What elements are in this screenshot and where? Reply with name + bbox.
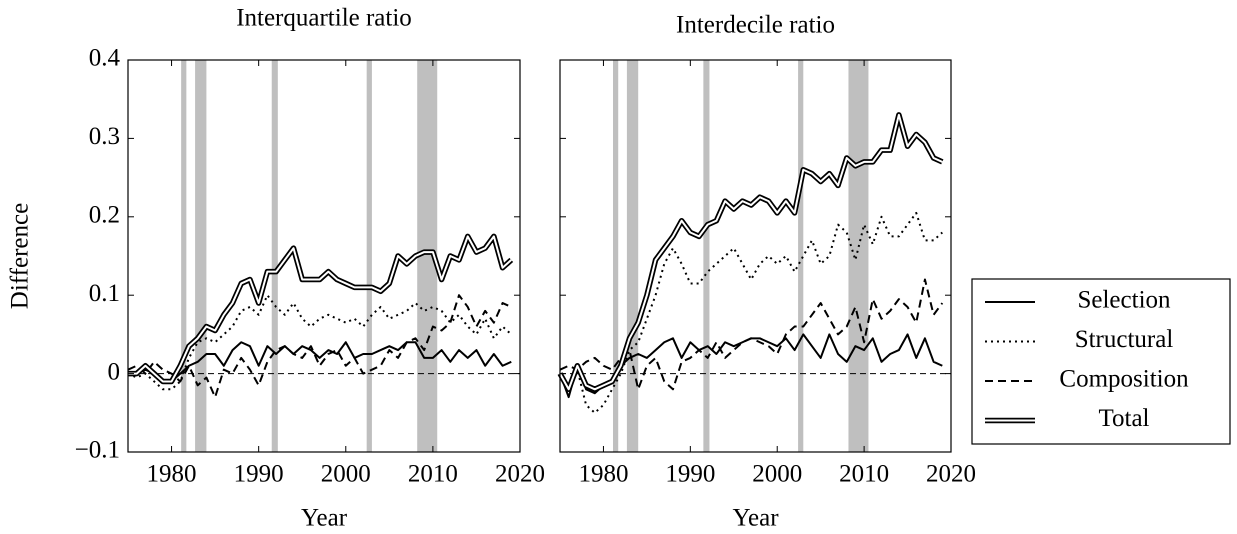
shaded-period: [613, 60, 619, 452]
chart-title: Interdecile ratio: [676, 12, 835, 39]
shaded-period: [195, 60, 207, 452]
line-core: [559, 113, 943, 391]
y-tick-label: 0.4: [89, 45, 121, 72]
x-tick-label: 2020: [495, 461, 545, 488]
x-tick-label: 2020: [926, 461, 976, 488]
x-tick-label: 1990: [665, 461, 715, 488]
shaded-period: [181, 60, 187, 452]
x-tick-label: 1980: [578, 461, 628, 488]
plot-frame: [559, 59, 952, 453]
x-tick-label: 1990: [234, 461, 284, 488]
shaded-period: [703, 60, 710, 452]
x-tick-label: 2000: [752, 461, 802, 488]
y-tick-label: 0.2: [89, 202, 120, 229]
x-tick-label: 2010: [408, 461, 458, 488]
legend-label: Composition: [1059, 366, 1189, 393]
shaded-period: [366, 60, 372, 452]
x-axis-label: Year: [732, 505, 779, 532]
y-tick-label: 0: [108, 358, 121, 385]
shaded-period: [626, 60, 639, 452]
x-tick-label: 1980: [147, 461, 197, 488]
y-axis-label: Difference: [7, 203, 34, 309]
legend-label: Total: [1098, 405, 1149, 432]
shaded-period: [798, 60, 804, 452]
x-tick-label: 2010: [839, 461, 889, 488]
line: [128, 341, 512, 383]
y-tick-label: −0.1: [75, 437, 120, 464]
panel: −0.1 0 0.1 0.2 0.3 0.4 1980 1990 2000 2010 2020 Int…: [7, 5, 545, 532]
shaded-period: [848, 60, 869, 452]
line: [127, 294, 512, 399]
chart-title: Interquartile ratio: [236, 5, 412, 32]
legend-label: Selection: [1077, 287, 1171, 314]
legend-frame: [971, 278, 1231, 445]
shaded-period: [271, 60, 278, 452]
line-core: [128, 235, 512, 383]
legend: Selection Structural Composition Total: [971, 278, 1231, 445]
y-tick-label: 0.1: [89, 280, 120, 307]
x-axis-label: Year: [301, 505, 348, 532]
plot-frame: [127, 59, 521, 453]
y-tick-label: 0.3: [89, 123, 120, 150]
panel: 1980 1990 2000 2010 2020 Interdecile ratio Yea…: [557, 12, 976, 532]
x-tick-label: 2000: [321, 461, 371, 488]
legend-label: Structural: [1075, 326, 1174, 353]
